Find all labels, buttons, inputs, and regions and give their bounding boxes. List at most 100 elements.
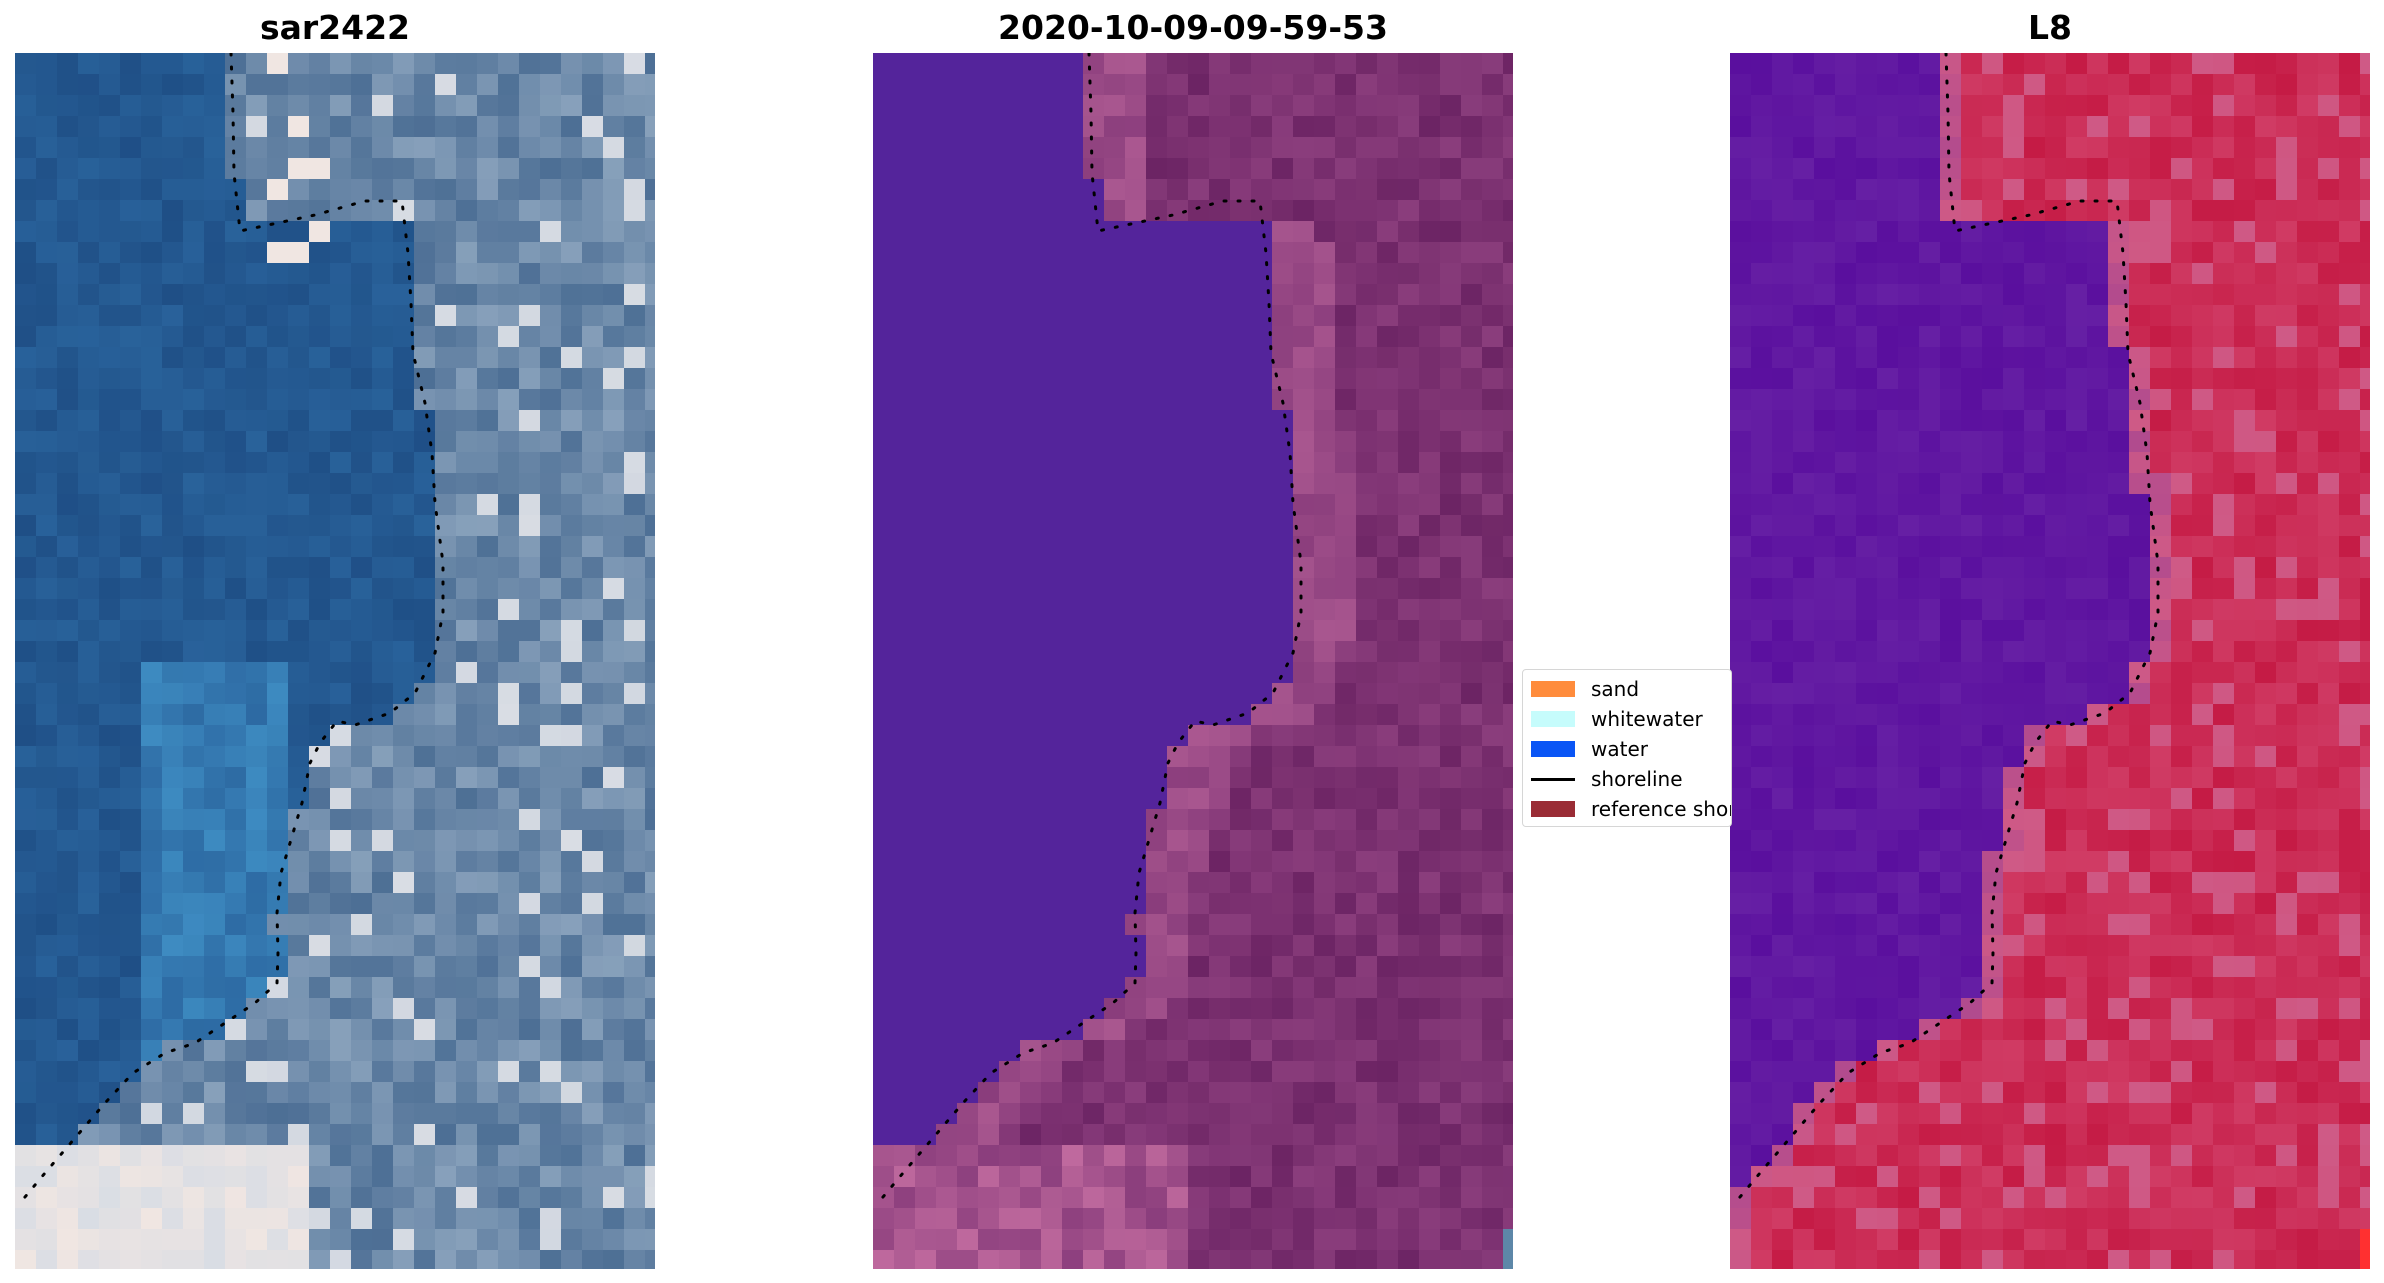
image-pixel: [936, 872, 957, 893]
image-pixel: [2276, 641, 2297, 662]
image-pixel: [2276, 662, 2297, 683]
image-pixel: [477, 53, 498, 74]
image-pixel: [330, 935, 351, 956]
image-pixel: [540, 158, 561, 179]
image-pixel: [204, 263, 225, 284]
image-pixel: [1167, 473, 1188, 494]
image-pixel: [351, 389, 372, 410]
image-pixel: [603, 809, 624, 830]
image-pixel: [2213, 116, 2234, 137]
image-pixel: [873, 767, 894, 788]
image-pixel: [78, 830, 99, 851]
image-pixel: [267, 620, 288, 641]
image-pixel: [162, 221, 183, 242]
image-pixel: [2297, 347, 2318, 368]
image-pixel: [2297, 158, 2318, 179]
image-pixel: [1251, 263, 1272, 284]
image-pixel: [915, 137, 936, 158]
image-pixel: [393, 263, 414, 284]
image-pixel: [1041, 557, 1062, 578]
image-pixel: [225, 1103, 246, 1124]
image-pixel: [477, 494, 498, 515]
image-pixel: [1062, 326, 1083, 347]
image-pixel: [1440, 536, 1461, 557]
image-pixel: [15, 1250, 36, 1269]
image-pixel: [435, 662, 456, 683]
image-pixel: [624, 872, 645, 893]
image-pixel: [120, 263, 141, 284]
image-pixel: [330, 53, 351, 74]
image-pixel: [2129, 200, 2150, 221]
image-pixel: [1104, 872, 1125, 893]
image-pixel: [1104, 683, 1125, 704]
image-pixel: [246, 914, 267, 935]
image-pixel: [99, 599, 120, 620]
image-pixel: [2192, 977, 2213, 998]
image-pixel: [498, 788, 519, 809]
image-pixel: [2150, 452, 2171, 473]
image-pixel: [873, 725, 894, 746]
image-pixel: [2066, 620, 2087, 641]
image-pixel: [1419, 620, 1440, 641]
image-pixel: [2276, 347, 2297, 368]
image-pixel: [1062, 599, 1083, 620]
image-pixel: [1961, 389, 1982, 410]
image-pixel: [1377, 410, 1398, 431]
image-pixel: [957, 305, 978, 326]
image-pixel: [2087, 221, 2108, 242]
image-pixel: [1125, 452, 1146, 473]
image-pixel: [2192, 431, 2213, 452]
image-pixel: [519, 389, 540, 410]
image-pixel: [1814, 746, 1835, 767]
image-pixel: [120, 914, 141, 935]
image-pixel: [2339, 956, 2360, 977]
image-pixel: [1272, 788, 1293, 809]
image-pixel: [477, 956, 498, 977]
image-pixel: [477, 704, 498, 725]
image-pixel: [1356, 1082, 1377, 1103]
image-pixel: [561, 767, 582, 788]
image-pixel: [519, 683, 540, 704]
image-pixel: [372, 473, 393, 494]
image-pixel: [120, 326, 141, 347]
image-pixel: [519, 284, 540, 305]
image-pixel: [978, 1229, 999, 1250]
image-pixel: [2066, 53, 2087, 74]
image-pixel: [414, 326, 435, 347]
image-pixel: [2066, 326, 2087, 347]
image-pixel: [1356, 641, 1377, 662]
image-pixel: [1503, 956, 1513, 977]
image-pixel: [1356, 1061, 1377, 1082]
image-pixel: [1083, 998, 1104, 1019]
image-pixel: [183, 410, 204, 431]
image-pixel: [1898, 956, 1919, 977]
image-pixel: [978, 935, 999, 956]
image-pixel: [2339, 242, 2360, 263]
image-pixel: [2360, 305, 2370, 326]
image-pixel: [1898, 74, 1919, 95]
image-pixel: [999, 1250, 1020, 1269]
image-pixel: [894, 305, 915, 326]
image-pixel: [894, 95, 915, 116]
image-pixel: [2297, 578, 2318, 599]
image-pixel: [1898, 536, 1919, 557]
image-pixel: [2255, 725, 2276, 746]
image-pixel: [78, 557, 99, 578]
image-pixel: [2339, 935, 2360, 956]
image-pixel: [435, 431, 456, 452]
image-pixel: [624, 305, 645, 326]
image-pixel: [2276, 389, 2297, 410]
image-pixel: [978, 683, 999, 704]
image-pixel: [1503, 410, 1513, 431]
image-pixel: [1167, 368, 1188, 389]
image-pixel: [1898, 872, 1919, 893]
image-pixel: [2108, 473, 2129, 494]
image-pixel: [1482, 158, 1503, 179]
image-pixel: [1419, 1250, 1440, 1269]
image-pixel: [1188, 305, 1209, 326]
image-pixel: [57, 1040, 78, 1061]
image-pixel: [267, 305, 288, 326]
image-pixel: [2318, 557, 2339, 578]
image-pixel: [2024, 389, 2045, 410]
image-pixel: [1503, 200, 1513, 221]
